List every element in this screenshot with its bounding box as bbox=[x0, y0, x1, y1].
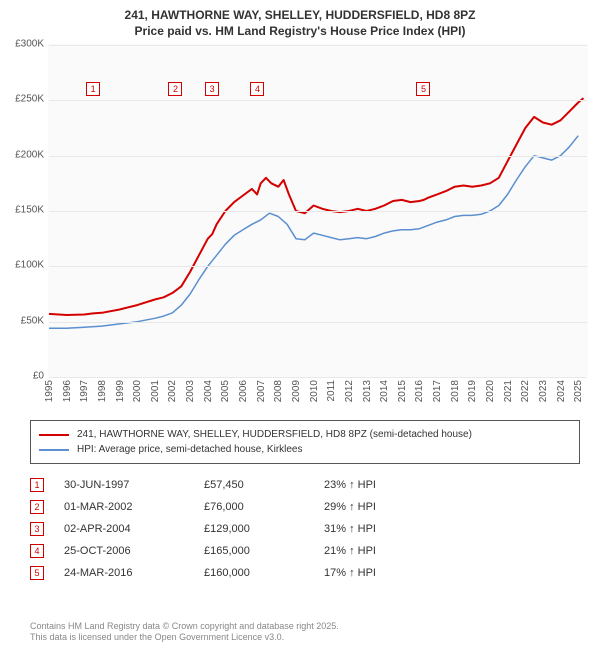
gridline bbox=[49, 211, 587, 212]
table-row: 3 02-APR-2004 £129,000 31% ↑ HPI bbox=[30, 518, 580, 540]
plot-region: 1 2 3 4 5 bbox=[48, 44, 588, 378]
gridline bbox=[49, 377, 587, 378]
legend-swatch bbox=[39, 449, 69, 451]
sale-marker-ref: 4 bbox=[30, 544, 44, 558]
sale-date: 01-MAR-2002 bbox=[64, 501, 184, 513]
title-subtitle: Price paid vs. HM Land Registry's House … bbox=[0, 24, 600, 40]
sale-marker-ref: 5 bbox=[30, 566, 44, 580]
legend-and-sales: 241, HAWTHORNE WAY, SHELLEY, HUDDERSFIEL… bbox=[30, 420, 580, 584]
gridline bbox=[49, 45, 587, 46]
sale-delta: 23% ↑ HPI bbox=[324, 479, 580, 491]
sale-marker-ref: 3 bbox=[30, 522, 44, 536]
y-axis-label: £150K bbox=[4, 205, 44, 216]
sale-marker: 4 bbox=[250, 82, 264, 96]
series-line bbox=[49, 136, 578, 329]
sale-price: £165,000 bbox=[204, 545, 304, 557]
title-address: 241, HAWTHORNE WAY, SHELLEY, HUDDERSFIEL… bbox=[0, 8, 600, 24]
table-row: 4 25-OCT-2006 £165,000 21% ↑ HPI bbox=[30, 540, 580, 562]
y-axis-label: £250K bbox=[4, 94, 44, 105]
attribution-footer: Contains HM Land Registry data © Crown c… bbox=[30, 621, 580, 644]
sale-date: 02-APR-2004 bbox=[64, 523, 184, 535]
sale-delta: 29% ↑ HPI bbox=[324, 501, 580, 513]
sale-marker: 2 bbox=[168, 82, 182, 96]
legend-label: 241, HAWTHORNE WAY, SHELLEY, HUDDERSFIEL… bbox=[77, 427, 472, 442]
gridline bbox=[49, 322, 587, 323]
sale-price: £57,450 bbox=[204, 479, 304, 491]
footer-line-1: Contains HM Land Registry data © Crown c… bbox=[30, 621, 580, 633]
sale-marker-ref: 1 bbox=[30, 478, 44, 492]
sale-delta: 21% ↑ HPI bbox=[324, 545, 580, 557]
sale-marker-ref: 2 bbox=[30, 500, 44, 514]
gridline bbox=[49, 100, 587, 101]
sale-delta: 31% ↑ HPI bbox=[324, 523, 580, 535]
legend-box: 241, HAWTHORNE WAY, SHELLEY, HUDDERSFIEL… bbox=[30, 420, 580, 464]
sale-price: £129,000 bbox=[204, 523, 304, 535]
table-row: 1 30-JUN-1997 £57,450 23% ↑ HPI bbox=[30, 474, 580, 496]
chart-title: 241, HAWTHORNE WAY, SHELLEY, HUDDERSFIEL… bbox=[0, 0, 600, 39]
sale-delta: 17% ↑ HPI bbox=[324, 567, 580, 579]
footer-line-2: This data is licensed under the Open Gov… bbox=[30, 632, 580, 644]
gridline bbox=[49, 266, 587, 267]
sale-price: £76,000 bbox=[204, 501, 304, 513]
sale-marker: 5 bbox=[416, 82, 430, 96]
y-axis-label: £50K bbox=[4, 315, 44, 326]
legend-item: 241, HAWTHORNE WAY, SHELLEY, HUDDERSFIEL… bbox=[39, 427, 571, 442]
sale-marker: 3 bbox=[205, 82, 219, 96]
sale-marker: 1 bbox=[86, 82, 100, 96]
legend-item: HPI: Average price, semi-detached house,… bbox=[39, 442, 571, 457]
sale-price: £160,000 bbox=[204, 567, 304, 579]
table-row: 5 24-MAR-2016 £160,000 17% ↑ HPI bbox=[30, 562, 580, 584]
gridline bbox=[49, 156, 587, 157]
sales-table: 1 30-JUN-1997 £57,450 23% ↑ HPI 2 01-MAR-2002… bbox=[30, 474, 580, 584]
chart-area: 12345 £0£50K£100K£150K£200K£250K£300K199… bbox=[0, 44, 600, 414]
y-axis-label: £200K bbox=[4, 149, 44, 160]
sale-date: 25-OCT-2006 bbox=[64, 545, 184, 557]
x-axis-label: 2025 bbox=[573, 380, 600, 402]
legend-label: HPI: Average price, semi-detached house,… bbox=[77, 442, 303, 457]
series-line bbox=[49, 98, 584, 315]
y-axis-label: £0 bbox=[4, 371, 44, 382]
y-axis-label: £100K bbox=[4, 260, 44, 271]
legend-swatch bbox=[39, 434, 69, 436]
sale-date: 24-MAR-2016 bbox=[64, 567, 184, 579]
sale-date: 30-JUN-1997 bbox=[64, 479, 184, 491]
table-row: 2 01-MAR-2002 £76,000 29% ↑ HPI bbox=[30, 496, 580, 518]
y-axis-label: £300K bbox=[4, 39, 44, 50]
